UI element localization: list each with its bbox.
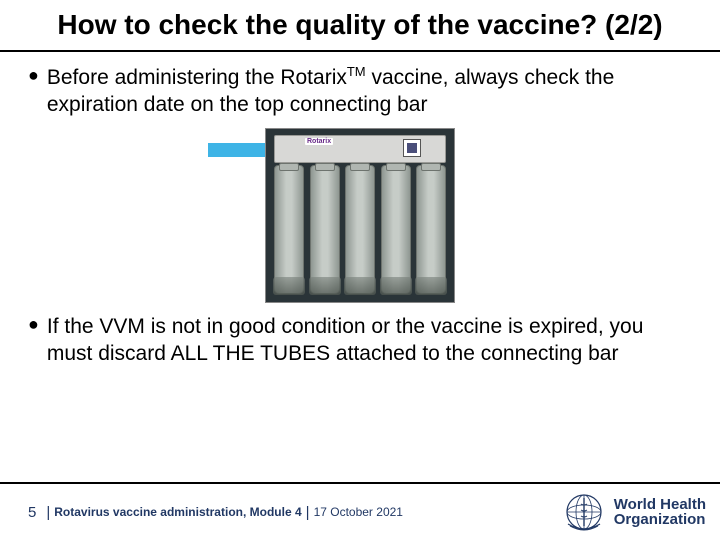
who-emblem-icon [562,490,606,534]
footer-date: 17 October 2021 [314,505,403,519]
title-block: How to check the quality of the vaccine?… [0,0,720,46]
bar-brand-label: Rotarix [305,138,333,145]
vaccine-tube [381,165,411,294]
who-logo-block: World Health Organization [562,490,706,534]
slide-title: How to check the quality of the vaccine?… [20,8,700,42]
vaccine-tube [345,165,375,294]
bullet-item: ● Before administering the RotarixTM vac… [28,64,692,119]
tubes-row [274,165,446,294]
vaccine-photo: Rotarix [265,128,455,303]
bullet-item: ● If the VVM is not in good condition or… [28,313,692,368]
separator: | [306,504,310,521]
vaccine-tube [310,165,340,294]
bullet-text: If the VVM is not in good condition or t… [47,313,692,368]
who-wordmark: World Health Organization [614,497,706,527]
vvm-inner-square [407,143,417,153]
vvm-indicator [403,139,421,157]
bullet-marker: ● [28,313,39,336]
bullet-marker: ● [28,64,39,87]
bullet-text: Before administering the RotarixTM vacci… [47,64,692,119]
vaccine-tube [274,165,304,294]
content-area: ● Before administering the RotarixTM vac… [0,52,720,368]
figure-block: Rotarix [28,128,692,303]
who-line1: World Health [614,497,706,512]
page-number: 5 [28,504,36,521]
module-label: Rotavirus vaccine administration, Module… [54,505,301,519]
connecting-bar: Rotarix [274,135,446,163]
bullet-superscript: TM [347,64,366,79]
vaccine-tube [416,165,446,294]
footer: 5 | Rotavirus vaccine administration, Mo… [0,482,720,540]
who-line2: Organization [614,512,706,527]
separator: | [46,504,50,521]
bullet-pre: Before administering the Rotarix [47,66,347,89]
footer-bar: 5 | Rotavirus vaccine administration, Mo… [0,484,720,540]
